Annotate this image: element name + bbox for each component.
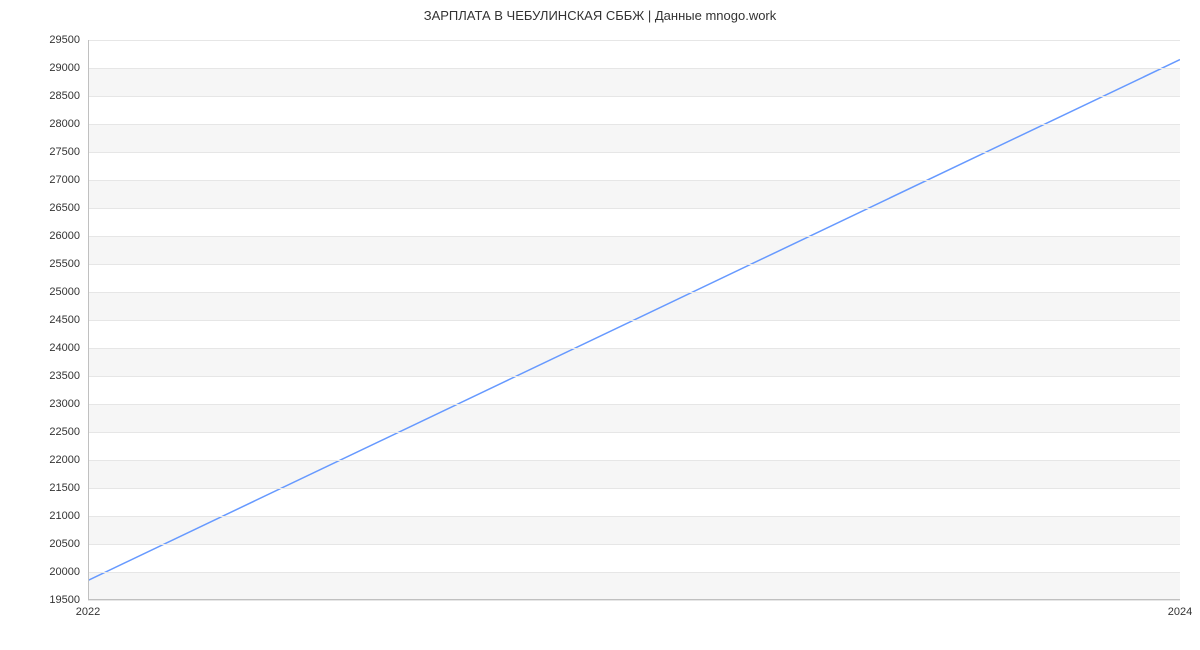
y-gridline xyxy=(88,264,1180,265)
y-tick-label: 27500 xyxy=(0,146,80,158)
y-tick-label: 22500 xyxy=(0,426,80,438)
x-axis-line xyxy=(88,599,1180,600)
y-tick-label: 20000 xyxy=(0,566,80,578)
y-tick-label: 21500 xyxy=(0,482,80,494)
y-tick-label: 21000 xyxy=(0,510,80,522)
y-gridline xyxy=(88,460,1180,461)
y-gridline xyxy=(88,600,1180,601)
y-tick-label: 24500 xyxy=(0,314,80,326)
y-gridline xyxy=(88,404,1180,405)
y-tick-label: 20500 xyxy=(0,538,80,550)
y-gridline xyxy=(88,376,1180,377)
y-tick-label: 28500 xyxy=(0,90,80,102)
x-tick-label: 2022 xyxy=(58,606,118,618)
y-tick-label: 27000 xyxy=(0,174,80,186)
y-tick-label: 29000 xyxy=(0,62,80,74)
y-tick-label: 22000 xyxy=(0,454,80,466)
y-tick-label: 29500 xyxy=(0,34,80,46)
y-gridline xyxy=(88,236,1180,237)
x-tick-label: 2024 xyxy=(1150,606,1200,618)
y-tick-label: 28000 xyxy=(0,118,80,130)
y-tick-label: 24000 xyxy=(0,342,80,354)
y-gridline xyxy=(88,152,1180,153)
y-tick-label: 26000 xyxy=(0,230,80,242)
y-tick-label: 23500 xyxy=(0,370,80,382)
y-gridline xyxy=(88,124,1180,125)
chart-title: ЗАРПЛАТА В ЧЕБУЛИНСКАЯ СББЖ | Данные mno… xyxy=(0,8,1200,23)
y-gridline xyxy=(88,180,1180,181)
y-gridline xyxy=(88,488,1180,489)
y-gridline xyxy=(88,208,1180,209)
y-tick-label: 26500 xyxy=(0,202,80,214)
y-gridline xyxy=(88,96,1180,97)
y-gridline xyxy=(88,68,1180,69)
plot-area xyxy=(88,40,1180,600)
y-gridline xyxy=(88,320,1180,321)
y-tick-label: 25000 xyxy=(0,286,80,298)
y-gridline xyxy=(88,292,1180,293)
y-tick-label: 25500 xyxy=(0,258,80,270)
y-gridline xyxy=(88,432,1180,433)
y-gridline xyxy=(88,544,1180,545)
y-gridline xyxy=(88,40,1180,41)
salary-chart: ЗАРПЛАТА В ЧЕБУЛИНСКАЯ СББЖ | Данные mno… xyxy=(0,0,1200,650)
y-tick-label: 19500 xyxy=(0,594,80,606)
y-gridline xyxy=(88,516,1180,517)
y-gridline xyxy=(88,348,1180,349)
y-tick-label: 23000 xyxy=(0,398,80,410)
y-axis-line xyxy=(88,40,89,600)
y-gridline xyxy=(88,572,1180,573)
